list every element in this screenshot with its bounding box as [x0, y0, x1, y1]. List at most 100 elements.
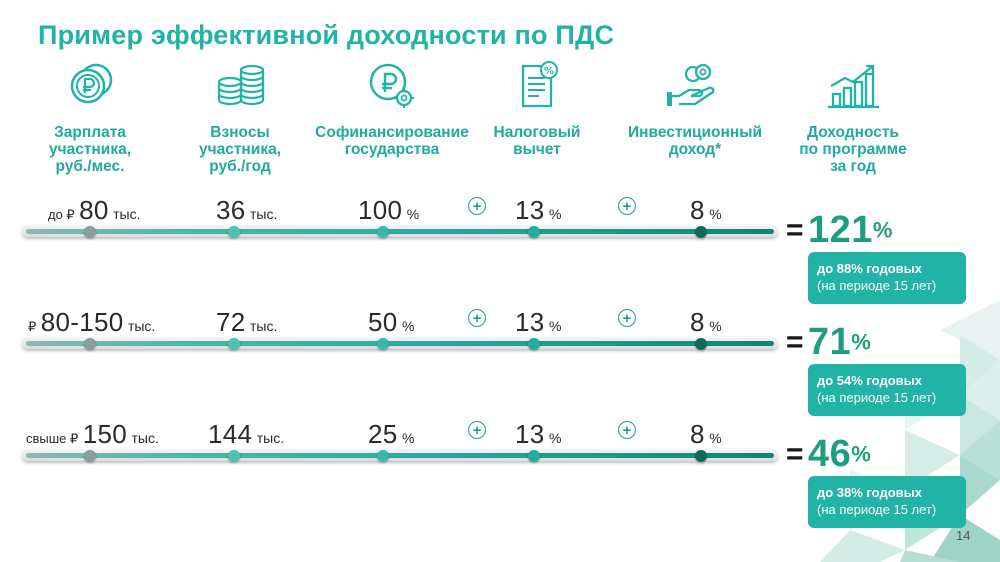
track-dot — [228, 226, 240, 238]
plus-icon: + — [468, 197, 486, 215]
column-label-line: участника, — [48, 141, 132, 158]
svg-text:%: % — [544, 66, 554, 77]
track-dot — [377, 450, 389, 462]
track-dot — [528, 450, 540, 462]
column-label-line: Налоговый — [493, 124, 581, 141]
tax-value: 13 % — [515, 195, 561, 226]
contribution-number: 36 — [216, 195, 246, 225]
annual-yield-note: до 38% годовых (на периоде 15 лет) — [808, 476, 966, 528]
yield-unit: % — [872, 217, 893, 243]
contribution-value: 36 тыс. — [216, 195, 277, 226]
investment-number: 8 — [690, 195, 705, 225]
page-title: Пример эффективной доходности по ПДС — [38, 20, 615, 50]
yield-unit: % — [851, 329, 871, 355]
contribution-unit: тыс. — [249, 318, 278, 334]
track-dot — [377, 226, 389, 238]
column-investment-income: Инвестиционный доход* — [610, 60, 780, 158]
cofinancing-value: 50 % — [368, 307, 414, 338]
salary-unit: тыс. — [113, 206, 141, 222]
yield-number: 46 — [807, 433, 852, 475]
progress-fill — [26, 341, 774, 346]
ruble-gear-icon — [369, 63, 414, 108]
cofinancing-unit: % — [406, 206, 420, 222]
period-text: (на периоде 15 лет) — [817, 278, 937, 293]
scenario-row: до ₽ 80 тыс. 36 тыс. 100 % + 13 % + 8 % … — [0, 195, 1000, 265]
progress-fill — [26, 229, 774, 234]
column-label-line: Взносы — [210, 124, 270, 141]
tax-number: 13 — [515, 307, 545, 337]
track-dot — [695, 338, 707, 350]
progress-fill — [26, 453, 774, 458]
column-program-yield: Доходность по программе за год — [768, 60, 938, 175]
contribution-unit: тыс. — [249, 206, 278, 222]
investment-value: 8 % — [690, 307, 722, 338]
period-text: (на периоде 15 лет) — [817, 390, 937, 405]
contribution-number: 144 — [208, 419, 253, 449]
plus-icon: + — [618, 197, 636, 215]
track-dot — [695, 226, 707, 238]
track-dot — [228, 338, 240, 350]
equals-sign: = — [786, 213, 804, 247]
yield-result: = 46% — [786, 433, 871, 476]
column-label-line: руб./год — [209, 158, 271, 175]
plus-icon: + — [618, 421, 636, 439]
salary-value: ₽ 80-150 тыс. — [28, 307, 155, 338]
plus-icon: + — [468, 309, 486, 327]
salary-value: до ₽ 80 тыс. — [48, 195, 141, 226]
tax-number: 13 — [515, 419, 545, 449]
cofinancing-number: 25 — [368, 419, 398, 449]
tax-number: 13 — [515, 195, 545, 225]
contribution-value: 72 тыс. — [216, 307, 277, 338]
track-dot — [695, 450, 707, 462]
annual-yield-note: до 88% годовых (на периоде 15 лет) — [808, 252, 966, 304]
track-dot — [84, 226, 96, 238]
salary-number: 80-150 — [40, 307, 124, 337]
track-dot — [528, 338, 540, 350]
plus-icon: + — [468, 421, 486, 439]
yield-unit: % — [851, 441, 871, 467]
track-dot — [84, 338, 96, 350]
column-cofinancing: Софинансирование государства — [307, 60, 477, 158]
salary-prefix: до ₽ — [48, 207, 75, 222]
track-dot — [528, 226, 540, 238]
hand-coins-icon — [667, 63, 715, 106]
column-label-line: государства — [344, 141, 440, 158]
tax-value: 13 % — [515, 419, 561, 450]
tax-unit: % — [548, 430, 562, 446]
salary-number: 80 — [79, 195, 109, 225]
contribution-number: 72 — [216, 307, 246, 337]
tax-unit: % — [548, 206, 562, 222]
tax-value: 13 % — [515, 307, 561, 338]
column-contribution: Взносы участника, руб./год — [155, 60, 325, 175]
cofinancing-value: 25 % — [368, 419, 414, 450]
equals-sign: = — [786, 437, 804, 471]
track-dot — [228, 450, 240, 462]
column-label-line: за год — [830, 158, 876, 175]
column-label-line: Доходность — [806, 124, 900, 141]
cofinancing-value: 100 % — [358, 195, 419, 226]
cofinancing-number: 50 — [368, 307, 398, 337]
cofinancing-number: 100 — [358, 195, 403, 225]
page-number: 14 — [956, 528, 971, 543]
column-label-line: по программе — [799, 141, 907, 158]
track-dot — [84, 450, 96, 462]
column-label-line: руб./мес. — [55, 158, 125, 175]
investment-unit: % — [709, 430, 722, 446]
scenario-row: ₽ 80-150 тыс. 72 тыс. 50 % + 13 % + 8 % … — [0, 307, 1000, 377]
investment-number: 8 — [690, 419, 705, 449]
investment-value: 8 % — [690, 195, 722, 226]
salary-value: свыше ₽ 150 тыс. — [26, 419, 159, 450]
cofinancing-unit: % — [401, 318, 415, 334]
yield-number: 121 — [807, 209, 873, 251]
yield-result: = 121% — [786, 209, 892, 252]
column-label-line: участника, — [198, 141, 282, 158]
investment-number: 8 — [690, 307, 705, 337]
ruble-coins-icon — [70, 63, 113, 104]
yield-result: = 71% — [786, 321, 871, 364]
scenario-row: свыше ₽ 150 тыс. 144 тыс. 25 % + 13 % + … — [0, 419, 1000, 489]
yield-number: 71 — [807, 321, 852, 363]
investment-unit: % — [709, 318, 722, 334]
cofinancing-unit: % — [401, 430, 415, 446]
investment-unit: % — [709, 206, 722, 222]
